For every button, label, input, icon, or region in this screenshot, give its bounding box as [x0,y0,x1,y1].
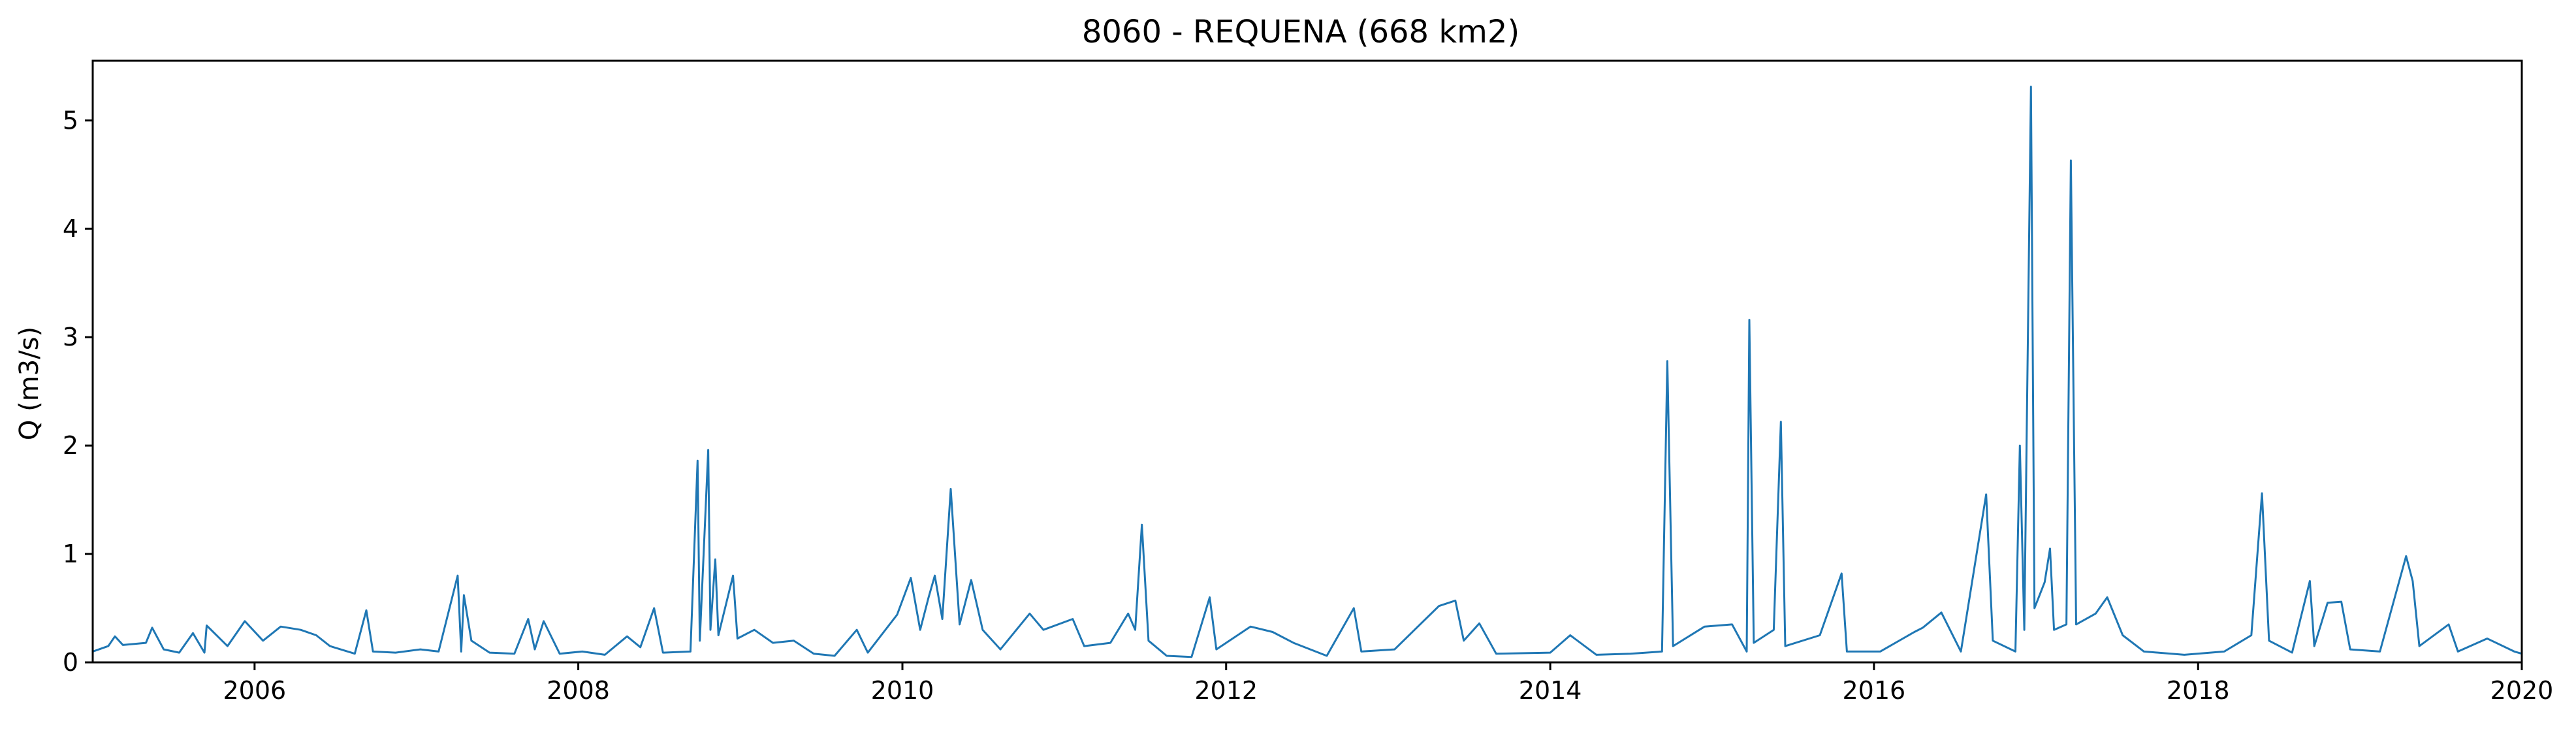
y-axis: 0 1 2 3 4 5 [63,106,93,677]
x-tick-label: 2018 [2167,676,2230,705]
plot-area [91,59,2523,664]
y-tick-label: 3 [63,323,78,351]
y-tick-label: 1 [63,540,78,568]
x-tick-label: 2020 [2490,676,2554,705]
chart-title: 8060 - REQUENA (668 km2) [1082,14,1519,50]
y-tick-label: 0 [63,648,78,677]
x-tick-label: 2016 [1843,676,1906,705]
y-tick-label: 5 [63,106,78,135]
plot-frame [91,59,2523,664]
x-tick-label: 2014 [1519,676,1582,705]
x-tick-label: 2008 [547,676,610,705]
x-tick-label: 2012 [1194,676,1258,705]
y-axis-label: Q (m3/s) [14,327,44,440]
x-tick-label: 2010 [871,676,934,705]
series-line-discharge [92,86,2522,658]
x-axis: 2006 2008 2010 2012 2014 2016 2018 2020 [223,662,2554,705]
y-tick-label: 2 [63,431,78,460]
x-tick-label: 2006 [223,676,287,705]
y-tick-label: 4 [63,214,78,243]
